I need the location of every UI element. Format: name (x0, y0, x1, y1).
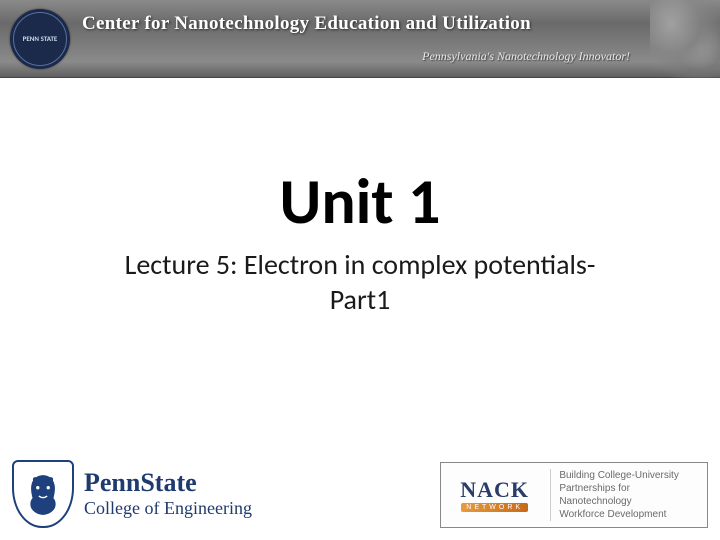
header-decoration-icon (650, 0, 720, 78)
nack-sub-text: NETWORK (461, 503, 528, 512)
slide-title: Unit 1 (0, 163, 720, 241)
header-title: Center for Nanotechnology Education and … (82, 13, 650, 35)
nack-main-text: NACK (460, 479, 529, 501)
pennstate-engineering-logo: PennState College of Engineering (12, 460, 252, 528)
lion-shield-icon (12, 460, 74, 528)
pennstate-seal-icon: PENN STATE (10, 9, 70, 69)
footer: PennState College of Engineering NACK NE… (0, 460, 720, 532)
main-content: Unit 1 Lecture 5: Electron in complex po… (0, 163, 720, 317)
pennstate-wordmark: PennState (84, 470, 252, 496)
nack-logo-box: NACK NETWORK Building College-University… (440, 462, 708, 528)
header-text-block: Center for Nanotechnology Education and … (82, 13, 650, 64)
slide-subtitle: Lecture 5: Electron in complex potential… (0, 247, 720, 317)
header-subtitle: Pennsylvania's Nanotechnology Innovator! (82, 49, 630, 64)
nack-line1: Building College-University (559, 469, 701, 482)
nack-line2: Partnerships for Nanotechnology (559, 482, 701, 508)
nack-logo-icon: NACK NETWORK (447, 468, 542, 522)
pennstate-eng-text: PennState College of Engineering (84, 470, 252, 519)
nack-line3: Workforce Development (559, 508, 701, 521)
pennstate-college: College of Engineering (84, 498, 252, 519)
nack-description: Building College-University Partnerships… (550, 469, 701, 521)
header-band: PENN STATE Center for Nanotechnology Edu… (0, 0, 720, 78)
seal-text: PENN STATE (23, 35, 58, 43)
